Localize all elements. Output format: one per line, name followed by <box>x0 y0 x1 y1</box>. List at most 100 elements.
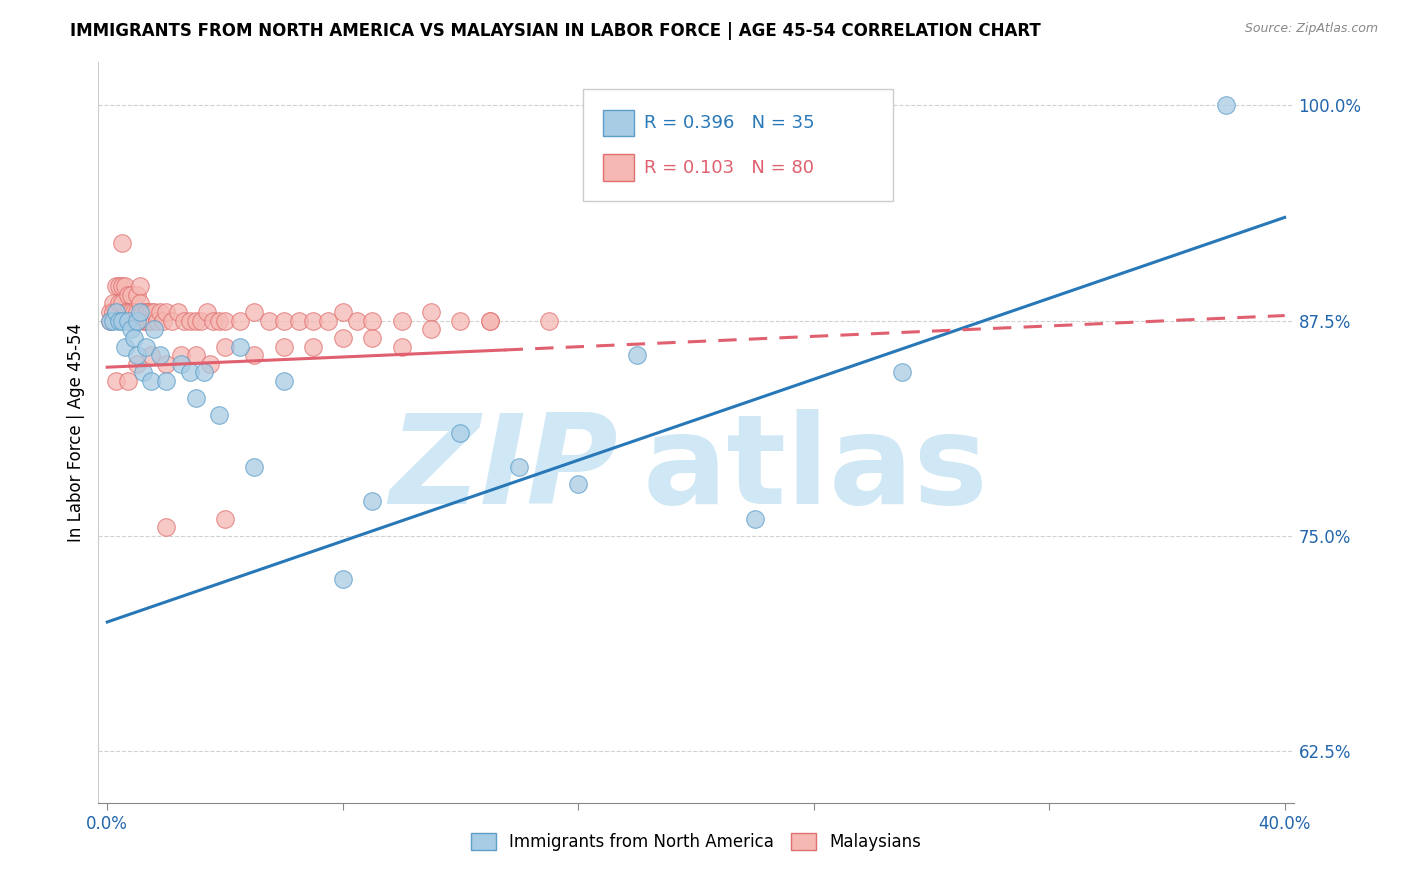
Malaysians <box>141 305 163 319</box>
Immigrants from North America <box>149 348 172 362</box>
Malaysians <box>195 305 218 319</box>
Malaysians <box>170 348 193 362</box>
Immigrants from North America <box>184 391 207 405</box>
Malaysians <box>160 314 183 328</box>
Text: IMMIGRANTS FROM NORTH AMERICA VS MALAYSIAN IN LABOR FORCE | AGE 45-54 CORRELATIO: IMMIGRANTS FROM NORTH AMERICA VS MALAYSI… <box>70 22 1040 40</box>
Malaysians <box>332 331 354 345</box>
Text: atlas: atlas <box>643 409 988 530</box>
Malaysians <box>134 314 156 328</box>
Malaysians <box>167 305 190 319</box>
Malaysians <box>111 296 134 310</box>
Text: Source: ZipAtlas.com: Source: ZipAtlas.com <box>1244 22 1378 36</box>
Malaysians <box>114 279 136 293</box>
Malaysians <box>134 305 156 319</box>
Malaysians <box>120 305 142 319</box>
Immigrants from North America <box>744 512 766 526</box>
Text: R = 0.396   N = 35: R = 0.396 N = 35 <box>644 114 814 132</box>
Malaysians <box>138 314 160 328</box>
Malaysians <box>190 314 212 328</box>
Malaysians <box>273 314 295 328</box>
Immigrants from North America <box>508 460 530 475</box>
Malaysians <box>478 314 501 328</box>
Immigrants from North America <box>450 425 472 440</box>
Malaysians <box>108 296 131 310</box>
Malaysians <box>450 314 472 328</box>
Malaysians <box>101 296 124 310</box>
Malaysians <box>117 305 139 319</box>
Malaysians <box>131 305 153 319</box>
Malaysians <box>125 288 148 302</box>
Malaysians <box>146 314 169 328</box>
Immigrants from North America <box>332 572 354 586</box>
Malaysians <box>302 314 325 328</box>
Immigrants from North America <box>143 322 166 336</box>
Immigrants from North America <box>120 322 142 336</box>
Immigrants from North America <box>193 365 215 379</box>
Malaysians <box>537 314 560 328</box>
Malaysians <box>141 348 163 362</box>
Immigrants from North America <box>243 460 266 475</box>
Immigrants from North America <box>128 305 150 319</box>
Malaysians <box>420 322 443 336</box>
Malaysians <box>120 288 142 302</box>
Malaysians <box>122 314 145 328</box>
Immigrants from North America <box>141 374 163 388</box>
Immigrants from North America <box>273 374 295 388</box>
Malaysians <box>128 296 150 310</box>
Malaysians <box>111 279 134 293</box>
Immigrants from North America <box>117 314 139 328</box>
Immigrants from North America <box>125 314 148 328</box>
Malaysians <box>125 305 148 319</box>
Immigrants from North America <box>626 348 648 362</box>
Malaysians <box>243 305 266 319</box>
Immigrants from North America <box>891 365 914 379</box>
Immigrants from North America <box>134 339 156 353</box>
Immigrants from North America <box>361 494 384 508</box>
Malaysians <box>111 236 134 251</box>
Malaysians <box>155 305 177 319</box>
Immigrants from North America <box>111 314 134 328</box>
Malaysians <box>214 314 236 328</box>
Malaysians <box>361 314 384 328</box>
Malaysians <box>117 288 139 302</box>
Malaysians <box>114 305 136 319</box>
Malaysians <box>155 520 177 534</box>
Immigrants from North America <box>208 409 231 423</box>
Malaysians <box>202 314 225 328</box>
Immigrants from North America <box>98 314 121 328</box>
Malaysians <box>98 305 121 319</box>
Malaysians <box>243 348 266 362</box>
Immigrants from North America <box>228 339 250 353</box>
Malaysians <box>332 305 354 319</box>
Immigrants from North America <box>131 365 153 379</box>
Malaysians <box>108 279 131 293</box>
Legend: Immigrants from North America, Malaysians: Immigrants from North America, Malaysian… <box>464 826 928 857</box>
Malaysians <box>391 314 413 328</box>
Malaysians <box>179 314 201 328</box>
Immigrants from North America <box>170 357 193 371</box>
Malaysians <box>128 279 150 293</box>
Malaysians <box>316 314 339 328</box>
Malaysians <box>184 314 207 328</box>
Malaysians <box>302 339 325 353</box>
Malaysians <box>173 314 195 328</box>
Malaysians <box>184 348 207 362</box>
Immigrants from North America <box>114 339 136 353</box>
Immigrants from North America <box>1215 98 1237 112</box>
Malaysians <box>155 357 177 371</box>
Malaysians <box>131 314 153 328</box>
Text: R = 0.103   N = 80: R = 0.103 N = 80 <box>644 159 814 177</box>
Immigrants from North America <box>155 374 177 388</box>
Malaysians <box>105 374 128 388</box>
Malaysians <box>361 331 384 345</box>
Immigrants from North America <box>567 477 589 491</box>
Immigrants from North America <box>179 365 201 379</box>
Text: ZIP: ZIP <box>389 409 619 530</box>
Malaysians <box>228 314 250 328</box>
Malaysians <box>98 314 121 328</box>
Malaysians <box>122 305 145 319</box>
Malaysians <box>117 374 139 388</box>
Immigrants from North America <box>108 314 131 328</box>
Malaysians <box>125 357 148 371</box>
Malaysians <box>105 279 128 293</box>
